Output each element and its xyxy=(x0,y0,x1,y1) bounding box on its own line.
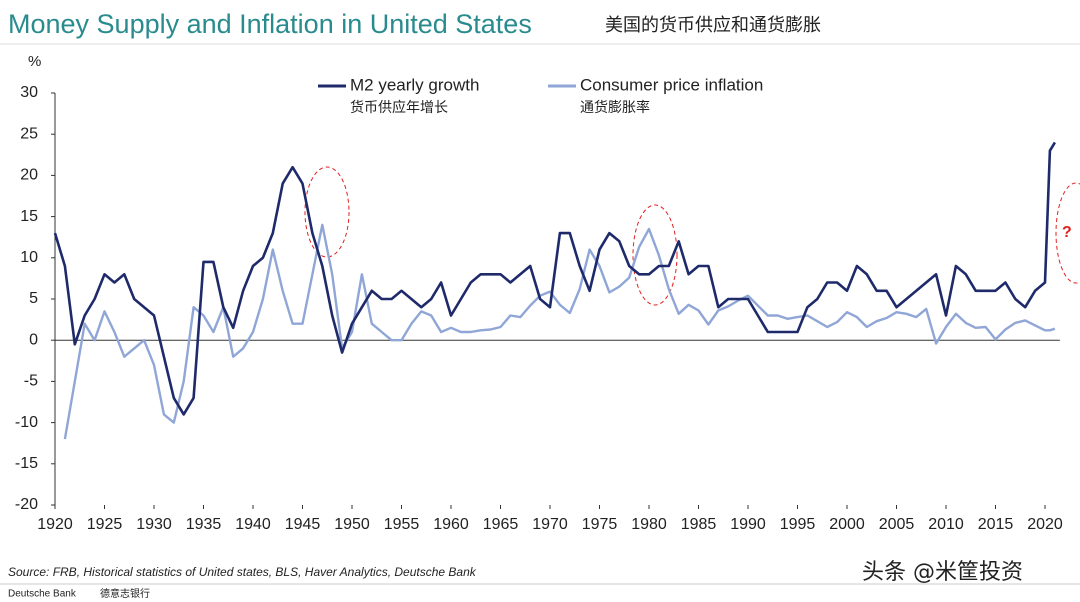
chart-title: Money Supply and Inflation in United Sta… xyxy=(8,9,532,39)
x-tick-label: 1920 xyxy=(37,516,73,533)
series-line xyxy=(63,223,1056,440)
x-tick-label: 1985 xyxy=(681,516,717,533)
legend-label-cn: 货币供应年增长 xyxy=(350,99,448,116)
x-tick-label: 1980 xyxy=(631,516,667,533)
x-tick-label: 1965 xyxy=(483,516,519,533)
x-tick-label: 1995 xyxy=(780,516,816,533)
x-tick-label: 1935 xyxy=(186,516,222,533)
x-tick-label: 1940 xyxy=(235,516,271,533)
x-tick-label: 2015 xyxy=(978,516,1014,533)
x-tick-label: 2010 xyxy=(928,516,964,533)
y-tick-label: 10 xyxy=(20,249,38,266)
y-tick-label: -5 xyxy=(24,373,38,390)
footer-brand-cn: 德意志银行 xyxy=(100,587,150,600)
x-tick-label: 1950 xyxy=(334,516,370,533)
footer-brand: Deutsche Bank xyxy=(8,589,77,600)
x-tick-label: 1930 xyxy=(136,516,172,533)
source: Source: FRB, Historical statistics of Un… xyxy=(8,565,477,579)
x-tick-label: 1960 xyxy=(433,516,469,533)
x-tick-label: 2005 xyxy=(879,516,915,533)
x-tick-label: 2020 xyxy=(1027,516,1063,533)
highlight-ellipse xyxy=(1055,182,1080,284)
x-tick-label: 1990 xyxy=(730,516,766,533)
x-tick-label: 1925 xyxy=(87,516,123,533)
y-tick-label: 30 xyxy=(20,84,38,101)
y-tick-label: -20 xyxy=(15,496,38,513)
highlight-ellipse xyxy=(632,204,678,306)
y-tick-label: 0 xyxy=(29,331,38,348)
x-tick-label: 1945 xyxy=(285,516,321,533)
series-line xyxy=(53,141,1057,416)
y-tick-label: -10 xyxy=(15,414,38,431)
x-tick-label: 1970 xyxy=(532,516,568,533)
watermark: 头条 @米筐投资 xyxy=(862,560,1023,585)
y-tick-label: 15 xyxy=(20,208,38,225)
y-tick-label: 25 xyxy=(20,125,38,142)
y-tick-label: 20 xyxy=(20,167,38,184)
annotation: ? xyxy=(1062,224,1072,241)
legend-label-cn: 通货膨胀率 xyxy=(580,99,650,116)
x-tick-label: 2000 xyxy=(829,516,865,533)
x-tick-label: 1955 xyxy=(384,516,420,533)
chart-subtitle: 美国的货币供应和通货膨胀 xyxy=(605,15,821,36)
y-tick-label: 5 xyxy=(29,290,38,307)
legend-label: M2 yearly growth xyxy=(350,75,479,94)
y-axis-label: % xyxy=(28,53,41,70)
y-tick-label: -15 xyxy=(15,455,38,472)
x-tick-label: 1975 xyxy=(582,516,618,533)
highlight-ellipse xyxy=(304,166,350,258)
legend-label: Consumer price inflation xyxy=(580,75,763,94)
